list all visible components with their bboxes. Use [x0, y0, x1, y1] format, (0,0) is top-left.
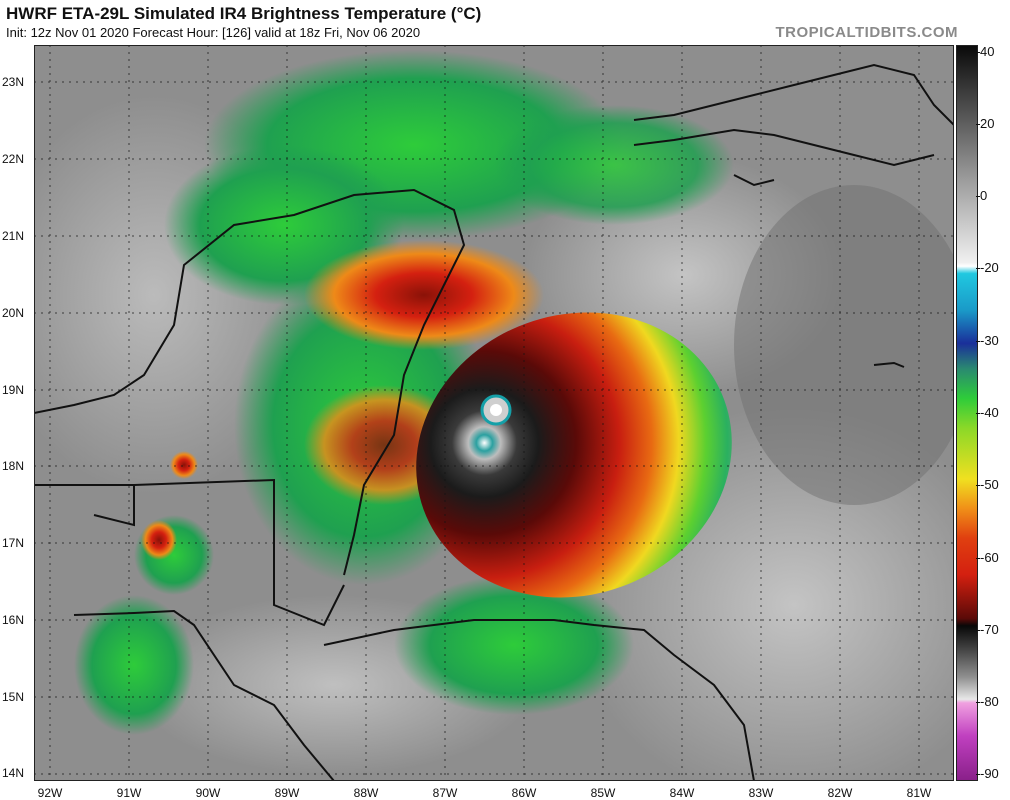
source-brand: TROPICALTIDBITS.COM — [775, 24, 958, 41]
lat-label: 14N — [2, 766, 25, 780]
chart-title: HWRF ETA-29L Simulated IR4 Brightness Te… — [6, 4, 482, 23]
cuba-coast — [633, 63, 954, 126]
lat-label: 22N — [2, 152, 25, 166]
lon-label: 83W — [748, 786, 774, 800]
lon-label: 86W — [511, 786, 537, 800]
colorbar-tick: 40 — [980, 44, 995, 59]
colorbar-tick: -60 — [980, 550, 999, 565]
guatemala-border — [34, 478, 345, 627]
lon-label: 82W — [827, 786, 853, 800]
colorbar-tick: -40 — [980, 405, 999, 420]
lon-label: 85W — [590, 786, 616, 800]
colorbar-tick: -90 — [980, 766, 999, 781]
lon-label: 89W — [274, 786, 300, 800]
lat-label: 21N — [2, 229, 25, 243]
map-canvas — [34, 45, 954, 781]
colorbar-tick: -70 — [980, 622, 999, 637]
lon-label: 90W — [195, 786, 221, 800]
lon-label: 81W — [906, 786, 932, 800]
colorbar-tick: -30 — [980, 333, 999, 348]
lat-label: 16N — [2, 613, 25, 627]
lon-label: 91W — [116, 786, 142, 800]
colorbar-tick: 0 — [980, 188, 988, 203]
lat-label: 17N — [2, 536, 25, 550]
satellite-map — [34, 45, 954, 781]
colorbar-tick: -80 — [980, 694, 999, 709]
lat-label: 20N — [2, 306, 25, 320]
lat-label: 15N — [2, 690, 25, 704]
lat-label: 19N — [2, 383, 25, 397]
lon-label: 84W — [669, 786, 695, 800]
colorbar-tick: 20 — [980, 116, 995, 131]
yucatan-coast — [34, 188, 466, 576]
temperature-colorbar — [956, 45, 978, 781]
colorbar-tick: -20 — [980, 260, 999, 275]
colorbar-tick: -50 — [980, 477, 999, 492]
chart-subtitle: Init: 12z Nov 01 2020 Forecast Hour: [12… — [6, 25, 421, 40]
lat-label: 18N — [2, 459, 25, 473]
lon-label: 87W — [432, 786, 458, 800]
lon-label: 92W — [37, 786, 63, 800]
honduras-coast — [323, 619, 755, 781]
guatemala-south — [73, 609, 335, 781]
lon-label: 88W — [353, 786, 379, 800]
lat-label: 23N — [2, 75, 25, 89]
